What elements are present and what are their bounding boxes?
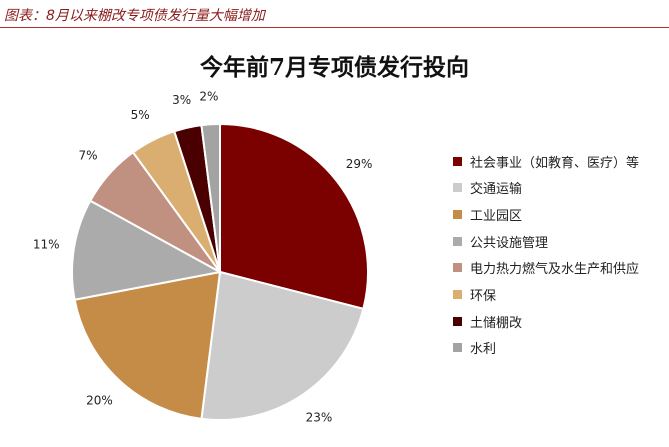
legend-item-6: 土储棚改	[453, 312, 639, 331]
legend-swatch-2	[453, 209, 462, 219]
legend-item-2: 工业园区	[453, 205, 639, 224]
pie-value-label-4: 7%	[78, 149, 97, 163]
legend-label-6: 土储棚改	[470, 315, 523, 331]
legend-item-7: 水利	[453, 339, 639, 357]
pie-value-label-7: 2%	[199, 89, 218, 103]
pie-slice-1	[200, 270, 365, 421]
legend-swatch-4	[453, 263, 462, 273]
pie-slices	[71, 122, 369, 421]
pie-value-label-0: 29%	[346, 157, 373, 171]
caption-divider	[0, 27, 669, 28]
legend-item-0: 社会事业（如教育、医疗）等	[453, 152, 640, 171]
legend-label-0: 社会事业（如教育、医疗）等	[470, 155, 640, 171]
legend-label-7: 水利	[470, 342, 497, 358]
legend-label-5: 环保	[470, 288, 497, 304]
legend-swatch-0	[453, 156, 462, 166]
pie-value-labels: 29% 23% 20% 11% 7% 5% 3% 2%	[33, 89, 373, 424]
legend-item-3: 公共设施管理	[453, 232, 639, 251]
legend-label-3: 公共设施管理	[470, 235, 549, 251]
pie-value-label-1: 23%	[306, 411, 333, 425]
legend-swatch-6	[453, 316, 462, 326]
chart-legend: 社会事业（如教育、医疗）等 交通运输工业园区公共设施管理电力热力燃气及水生产和供应…	[453, 152, 639, 366]
legend-label-4: 电力热力燃气及水生产和供应	[470, 262, 640, 278]
legend-swatch-7	[453, 343, 462, 353]
legend-item-1: 交通运输	[453, 179, 639, 197]
legend-label-2: 工业园区	[470, 208, 523, 224]
figure-caption: 图表：8月以来棚改专项债发行量大幅增加	[4, 8, 265, 24]
legend-swatch-3	[453, 236, 462, 246]
pie-value-label-2: 20%	[86, 393, 113, 407]
pie-value-label-3: 11%	[33, 238, 60, 252]
legend-item-4: 电力热力燃气及水生产和供应	[453, 259, 639, 277]
pie-slice-2	[73, 270, 222, 420]
legend-label-1: 交通运输	[470, 182, 523, 198]
chart-title: 今年前7月专项债发行投向	[199, 54, 469, 81]
pie-slice-3	[71, 199, 223, 301]
pie-slice-7	[200, 122, 221, 273]
pie-value-label-5: 5%	[131, 108, 150, 122]
pie-slice-0	[219, 122, 369, 311]
pie-value-label-6: 3%	[172, 93, 191, 107]
legend-swatch-5	[453, 289, 462, 299]
legend-swatch-1	[453, 183, 462, 193]
legend-item-5: 环保	[453, 285, 639, 304]
